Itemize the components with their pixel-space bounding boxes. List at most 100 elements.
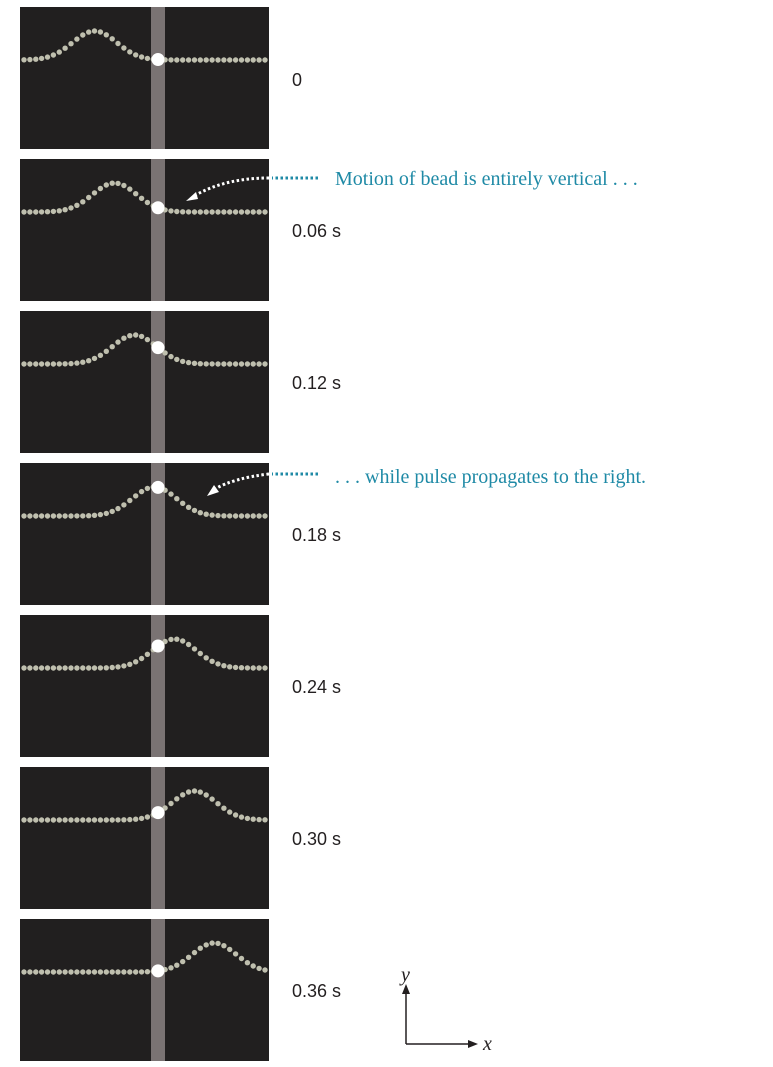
- bead: [115, 664, 121, 670]
- bead: [86, 358, 92, 364]
- bead: [103, 510, 110, 517]
- y-axis-label: y: [399, 964, 410, 986]
- bead: [97, 969, 104, 975]
- bead: [115, 40, 121, 47]
- marked-bead: [151, 53, 165, 66]
- bead: [180, 57, 186, 63]
- bead: [174, 57, 180, 63]
- bead: [133, 191, 139, 197]
- bead: [185, 504, 192, 510]
- bead: [191, 646, 198, 652]
- bead: [80, 969, 86, 975]
- bead: [221, 805, 227, 811]
- bead: [62, 207, 68, 213]
- frame-background: [20, 919, 269, 1061]
- bead: [44, 817, 51, 823]
- bead: [191, 788, 198, 794]
- y-axis-arrow-icon: [402, 984, 410, 994]
- bead: [144, 969, 151, 975]
- marked-bead: [151, 964, 165, 978]
- bead: [109, 36, 115, 42]
- bead: [133, 332, 139, 338]
- bead: [144, 336, 151, 343]
- bead: [250, 963, 256, 969]
- bead: [44, 54, 51, 60]
- bead: [127, 49, 133, 55]
- bead: [256, 57, 262, 63]
- bead: [127, 497, 133, 504]
- bead: [80, 665, 86, 671]
- bead: [191, 949, 198, 956]
- bead: [56, 208, 62, 214]
- callout-vertical-motion: Motion of bead is entirely vertical . . …: [335, 168, 638, 190]
- bead: [238, 665, 245, 671]
- bead: [209, 796, 215, 802]
- frame-background: [20, 311, 269, 453]
- bead: [238, 513, 245, 519]
- bead: [74, 969, 80, 975]
- bead: [262, 665, 268, 671]
- bead: [262, 967, 268, 973]
- bead: [197, 57, 203, 63]
- bead: [97, 29, 104, 35]
- bead: [138, 815, 145, 822]
- bead: [121, 45, 127, 51]
- bead: [38, 55, 45, 62]
- bead: [38, 969, 45, 975]
- bead: [27, 56, 33, 63]
- bead: [174, 496, 180, 502]
- time-label-0: 0: [292, 70, 303, 90]
- bead: [174, 796, 180, 802]
- arrow-curve: [193, 176, 270, 198]
- bead: [180, 358, 186, 365]
- bead: [162, 638, 168, 645]
- bead: [103, 32, 110, 38]
- bead: [185, 209, 192, 215]
- bead: [86, 194, 92, 201]
- bead: [244, 815, 251, 822]
- string-snapshot: [20, 615, 269, 757]
- bead: [232, 812, 239, 818]
- bead: [121, 663, 127, 669]
- bead: [109, 344, 115, 350]
- bead: [203, 511, 209, 517]
- bead: [168, 965, 174, 971]
- bead: [227, 946, 233, 953]
- bead: [168, 208, 174, 214]
- bead: [127, 816, 133, 823]
- frame-6: [20, 919, 269, 1061]
- bead: [21, 57, 27, 63]
- bead: [185, 359, 192, 366]
- bead: [21, 209, 27, 215]
- bead: [262, 209, 268, 215]
- reference-band: [151, 463, 165, 605]
- bead: [62, 817, 68, 823]
- bead: [227, 513, 233, 519]
- bead: [127, 969, 133, 975]
- bead: [209, 361, 215, 367]
- bead: [262, 513, 268, 519]
- bead: [215, 512, 221, 519]
- bead: [62, 45, 68, 51]
- bead: [27, 969, 33, 975]
- bead: [138, 969, 145, 975]
- time-label-2: 0.12 s: [292, 373, 342, 393]
- reference-band: [151, 159, 165, 301]
- bead: [215, 661, 221, 667]
- bead: [238, 814, 245, 820]
- bead: [256, 361, 262, 367]
- bead: [133, 816, 139, 822]
- bead: [109, 664, 115, 671]
- bead: [185, 641, 192, 648]
- bead: [197, 789, 203, 795]
- bead: [168, 636, 174, 643]
- bead: [44, 969, 51, 975]
- bead: [209, 209, 215, 215]
- bead: [103, 182, 110, 188]
- bead: [227, 57, 233, 63]
- bead: [21, 513, 27, 519]
- bead: [33, 56, 39, 62]
- frame-background: [20, 767, 269, 909]
- bead: [215, 209, 221, 215]
- bead: [56, 49, 62, 55]
